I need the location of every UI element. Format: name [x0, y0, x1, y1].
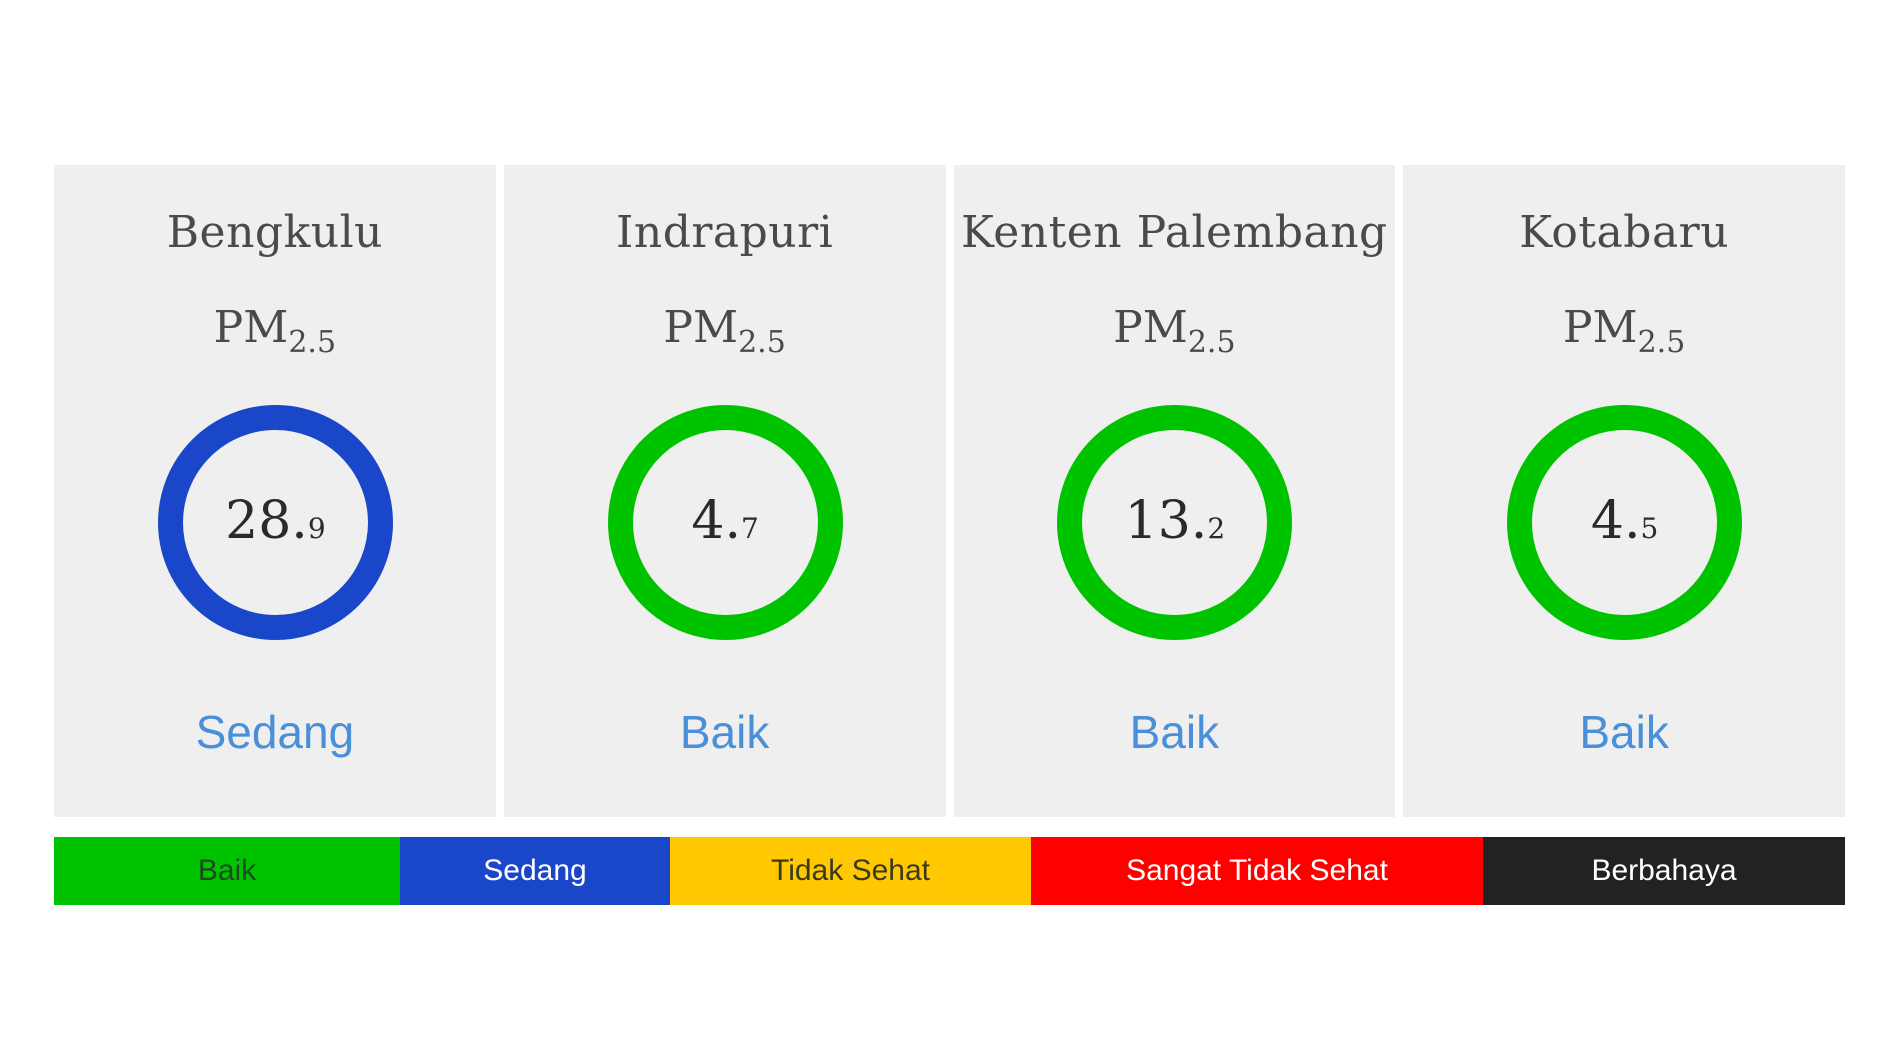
pollutant-label: PM2.5	[504, 302, 946, 360]
pollutant-subscript: 2.5	[738, 325, 786, 360]
station-cards: Bengkulu PM2.5 28.9 Sedang Indrapuri PM2…	[54, 165, 1845, 817]
pollutant-name: PM	[213, 302, 289, 353]
station-card[interactable]: Bengkulu PM2.5 28.9 Sedang	[54, 165, 496, 817]
reading-decimal: 2	[1207, 511, 1226, 545]
pollutant-label: PM2.5	[1403, 302, 1845, 360]
reading-integer: 13.	[1124, 490, 1208, 551]
legend-item-berbahaya: Berbahaya	[1483, 837, 1845, 905]
reading-integer: 28.	[225, 490, 308, 551]
air-quality-category: Baik	[1579, 706, 1669, 758]
pollutant-name: PM	[1562, 302, 1638, 353]
pollutant-label: PM2.5	[954, 302, 1396, 360]
station-card[interactable]: Indrapuri PM2.5 4.7 Baik	[503, 165, 946, 817]
pm-reading: 13.2	[1125, 491, 1226, 551]
station-name: Kotabaru	[1519, 207, 1730, 258]
air-quality-category: Baik	[679, 706, 770, 758]
station-name: Indrapuri	[615, 207, 834, 258]
air-quality-category: Baik	[1129, 706, 1220, 758]
station-name: Bengkulu	[166, 207, 384, 258]
reading-integer: 4.	[691, 490, 742, 551]
pollutant-name: PM	[1113, 302, 1188, 353]
air-quality-category: Sedang	[195, 706, 355, 758]
station-card[interactable]: Kenten Palembang PM2.5 13.2 Baik	[953, 165, 1396, 817]
reading-decimal: 5	[1640, 511, 1659, 545]
aqi-legend: Baik Sedang Tidak Sehat Sangat Tidak Seh…	[54, 837, 1845, 905]
aqi-ring: 4.7	[607, 405, 843, 640]
reading-decimal: 9	[307, 511, 326, 545]
legend-item-sedang: Sedang	[400, 837, 670, 905]
pollutant-label: PM2.5	[54, 302, 496, 360]
pollutant-subscript: 2.5	[1637, 325, 1686, 360]
pollutant-subscript: 2.5	[1187, 325, 1236, 360]
reading-integer: 4.	[1590, 490, 1641, 551]
pollutant-subscript: 2.5	[288, 325, 337, 360]
legend-item-baik: Baik	[54, 837, 400, 905]
pm-reading: 4.7	[691, 491, 758, 551]
aqi-ring: 4.5	[1507, 405, 1743, 640]
legend-item-sangat-tidak-sehat: Sangat Tidak Sehat	[1031, 837, 1483, 905]
station-card[interactable]: Kotabaru PM2.5 4.5 Baik	[1403, 165, 1845, 817]
reading-decimal: 7	[741, 511, 759, 545]
aqi-ring: 28.9	[157, 405, 393, 640]
legend-item-tidak-sehat: Tidak Sehat	[670, 837, 1031, 905]
aqi-ring: 13.2	[1057, 405, 1293, 640]
pm-reading: 28.9	[225, 491, 326, 551]
station-name: Kenten Palembang	[961, 207, 1388, 258]
pm-reading: 4.5	[1591, 491, 1658, 551]
pollutant-name: PM	[663, 302, 739, 353]
